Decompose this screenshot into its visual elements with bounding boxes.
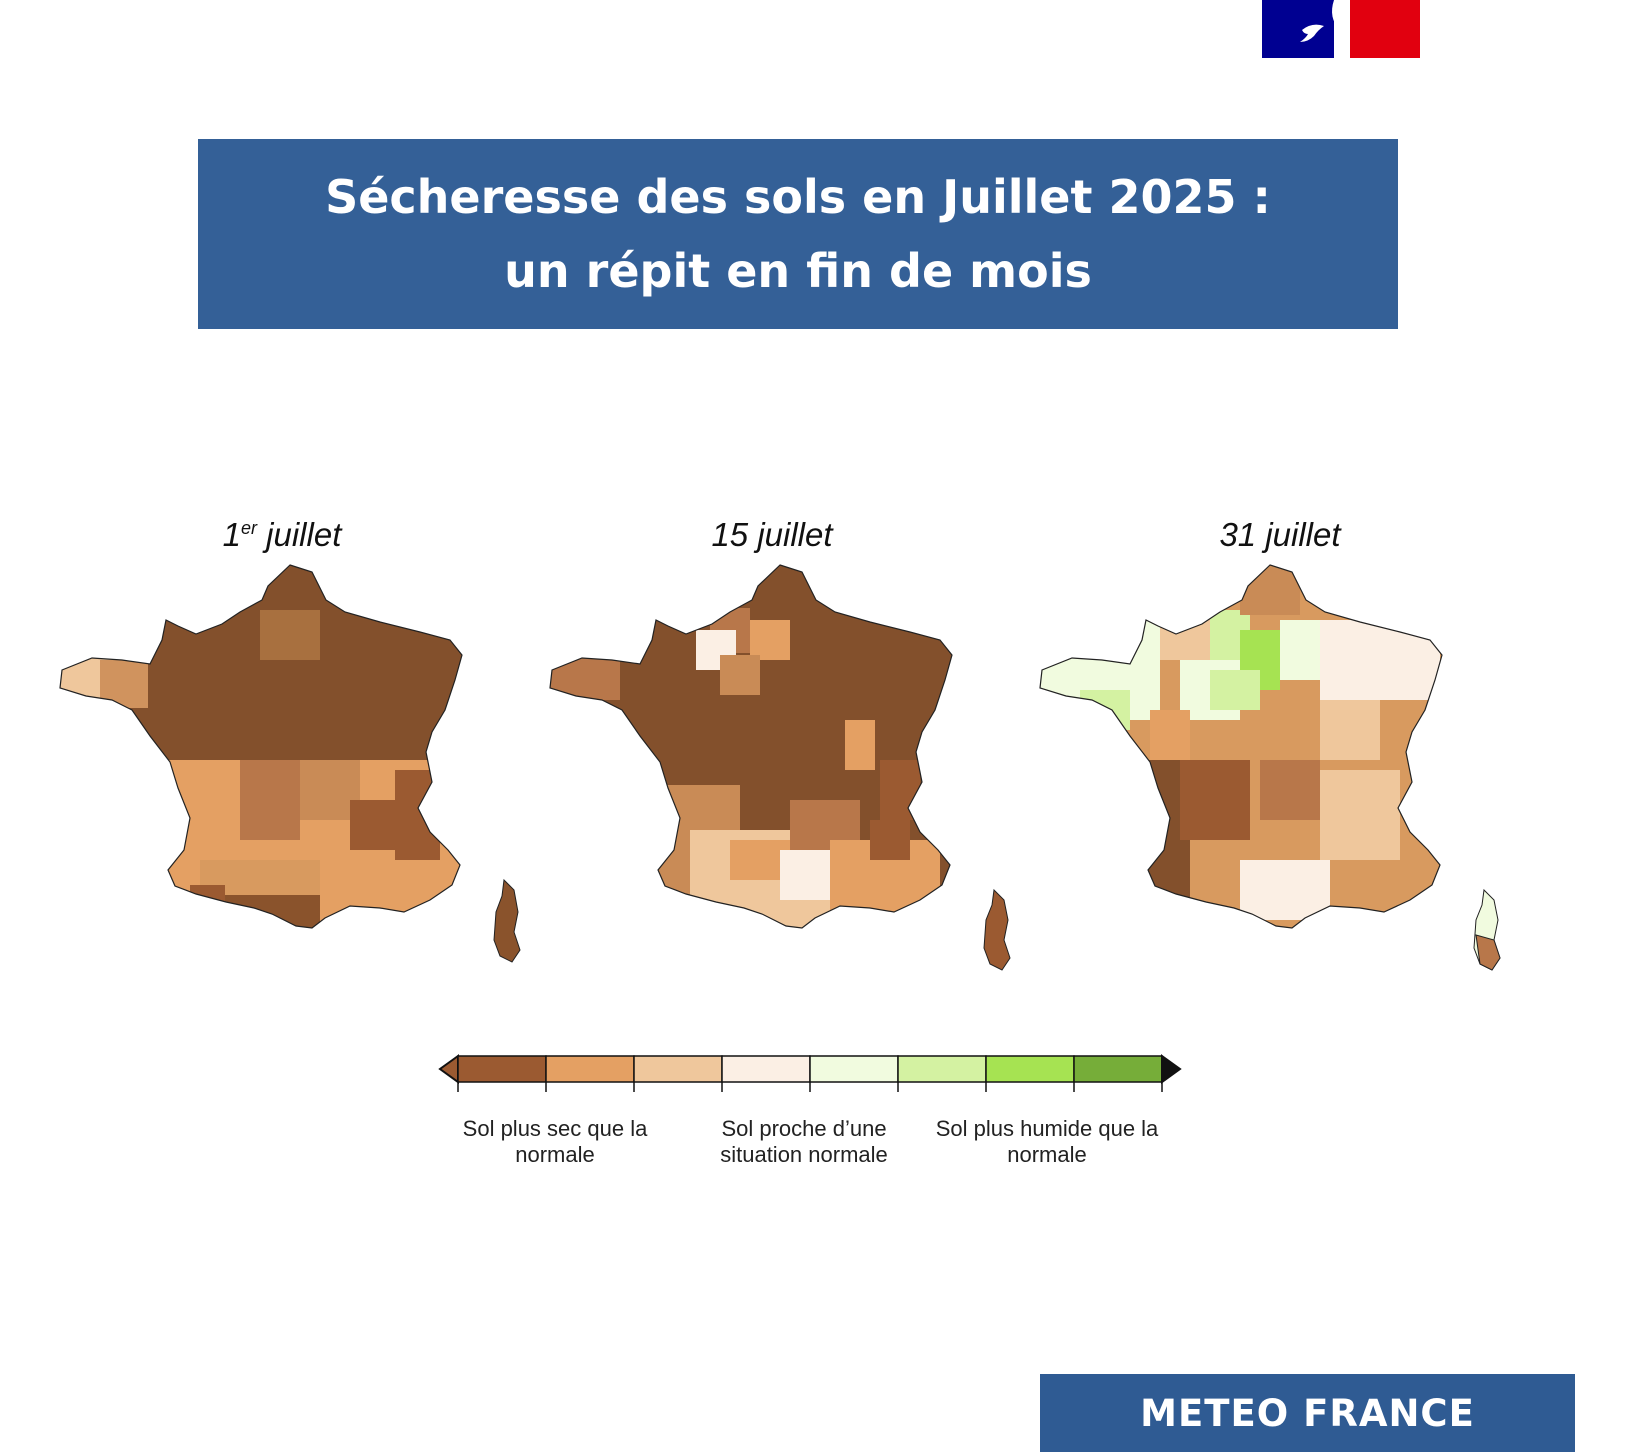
map-july-1 xyxy=(59,564,521,963)
meteo-france-brand: METEO FRANCE xyxy=(1040,1374,1575,1452)
legend-swatch-6 xyxy=(985,1055,1075,1083)
legend-arrow-left xyxy=(438,1054,459,1084)
map-label-july-1: 1er juillet xyxy=(222,516,342,553)
republique-francaise-logo xyxy=(1262,0,1420,58)
legend-label-wet: Sol plus humide que la normale xyxy=(935,1116,1159,1167)
title-line-2: un répit en fin de mois xyxy=(504,244,1092,298)
legend-label-dry: Sol plus sec que la normale xyxy=(462,1116,648,1167)
map-label-july-31: 31 juillet xyxy=(1219,516,1341,553)
legend-swatch-4 xyxy=(809,1055,899,1083)
map-label-july-15: 15 juillet xyxy=(711,516,833,553)
legend-swatch-2 xyxy=(633,1055,723,1083)
legend-swatch-0 xyxy=(457,1055,547,1083)
legend-color-bar xyxy=(438,1054,1182,1092)
legend-arrow-right xyxy=(1161,1054,1182,1084)
legend-swatch-3 xyxy=(721,1055,811,1083)
legend-label-normal: Sol proche d’une situation normale xyxy=(720,1116,888,1167)
title-line-1: Sécheresse des sols en Juillet 2025 : xyxy=(325,170,1271,224)
map-july-15 xyxy=(549,564,1011,971)
map-july-31 xyxy=(1039,564,1501,971)
legend-swatch-1 xyxy=(545,1055,635,1083)
title-banner: Sécheresse des sols en Juillet 2025 : un… xyxy=(198,139,1398,329)
drought-maps xyxy=(59,564,1501,971)
legend-swatch-7 xyxy=(1073,1055,1163,1083)
legend-swatch-5 xyxy=(897,1055,987,1083)
